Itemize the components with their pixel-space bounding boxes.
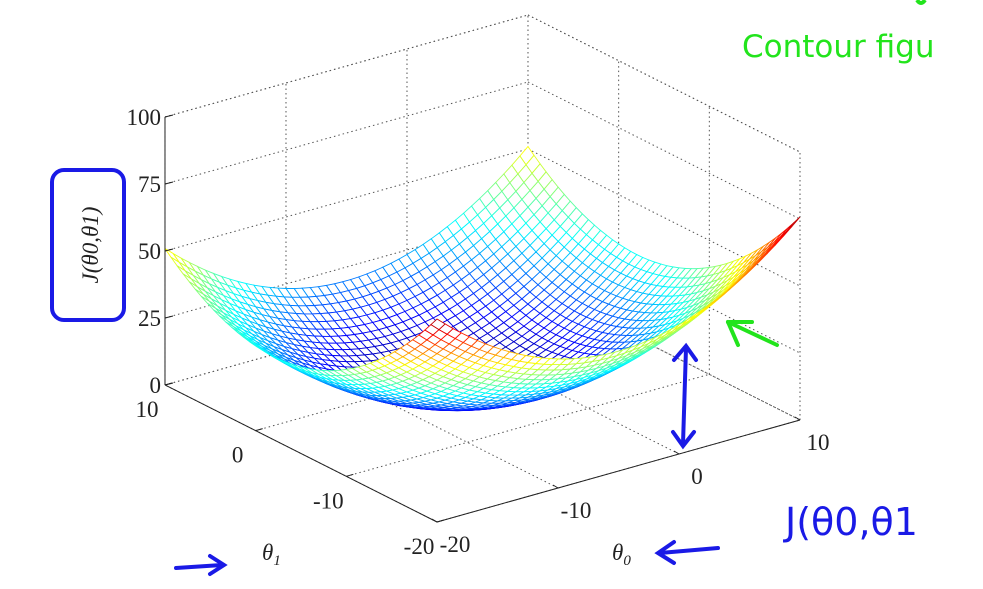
y-tick-label: 10 (135, 397, 158, 422)
x-tick-label: 0 (691, 464, 703, 489)
y-tick-label: 0 (232, 443, 244, 468)
z-tick (164, 181, 174, 185)
blue-handwritten-note: J(θ0,θ1 (783, 500, 918, 544)
mesh-cell (430, 318, 446, 331)
z-tick-label: 0 (149, 373, 161, 398)
z-tick (164, 315, 174, 319)
zlabel-highlight-box (50, 168, 126, 322)
green-small-mark (915, 0, 927, 5)
x-axis (436, 419, 801, 523)
double-arrow-icon (671, 342, 698, 450)
x-tick-label: -20 (440, 532, 471, 557)
x-axis-label: θ0 (612, 540, 631, 569)
z-tick (164, 248, 174, 252)
grid-line-x (285, 350, 559, 489)
grid-line-z (527, 148, 801, 287)
y-axis (164, 384, 438, 523)
y-tick (255, 428, 263, 432)
box-edge (164, 14, 529, 118)
z-tick-label: 50 (138, 239, 161, 264)
x-tick (552, 484, 559, 489)
x-tick-label: -10 (561, 498, 592, 523)
surface-mesh (164, 145, 801, 412)
box-edge (527, 14, 801, 153)
z-tick-label: 75 (138, 172, 161, 197)
z-tick-label: 25 (138, 306, 161, 331)
z-tick (164, 114, 174, 118)
x-tick-label: 10 (807, 430, 830, 455)
grid-line-x (406, 316, 680, 455)
y-tick (164, 382, 173, 386)
y-tick (346, 473, 354, 477)
z-tick-label: 100 (126, 105, 161, 130)
x-tick (794, 416, 801, 421)
right-arrow-icon (174, 554, 228, 576)
grid-line-z (164, 81, 529, 185)
x-tick (431, 518, 438, 523)
green-handwritten-note: Contour figu (742, 29, 934, 65)
grid-line-x (527, 282, 801, 421)
z-axis-label: J(θ0,θ1) (78, 207, 103, 284)
y-tick (436, 519, 445, 523)
y-tick-label: -20 (404, 534, 435, 559)
green-arrow-icon (726, 320, 779, 347)
x-tick (673, 450, 680, 455)
y-tick-label: -10 (313, 488, 344, 513)
grid-line-z (527, 81, 801, 220)
left-arrow-icon (654, 540, 720, 565)
y-axis-label: θ1 (262, 540, 281, 569)
